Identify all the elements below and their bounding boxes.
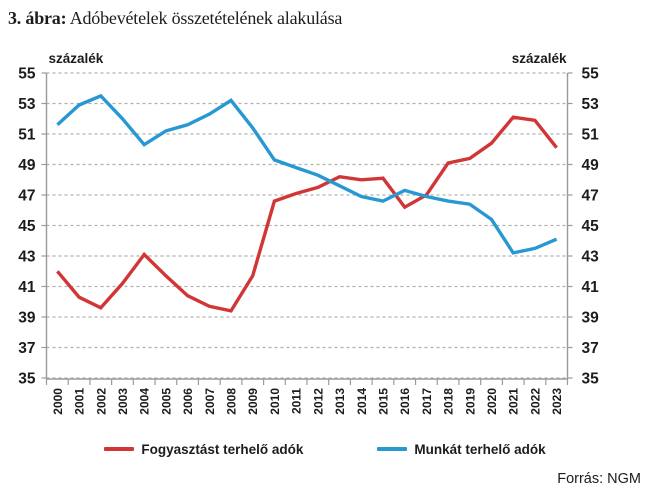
series-line-consumption-taxes <box>56 115 558 313</box>
legend-label-labor-taxes: Munkát terhelő adók <box>414 441 546 457</box>
x-axis-label-2022: 2022 <box>528 388 542 415</box>
legend-label-consumption-taxes: Fogyasztást terhelő adók <box>141 441 304 457</box>
x-axis-label-2021: 2021 <box>507 388 521 415</box>
y-axis-label-right-51: 51 <box>582 127 600 144</box>
x-axis-label-2009: 2009 <box>246 388 260 415</box>
x-axis-label-2005: 2005 <box>159 388 173 415</box>
line-chart: százalék százalék 55 55 53 53 51 51 49 49 47 47 45 45… <box>18 51 600 415</box>
figure-title-text: Adóbevételek összetételének alakulása <box>66 8 343 28</box>
y-axis-label-left-37: 37 <box>18 340 35 357</box>
legend-item-labor-taxes: Munkát terhelő adók <box>377 441 546 457</box>
x-axis-label-2011: 2011 <box>290 388 304 414</box>
x-axis-label-2020: 2020 <box>485 388 499 415</box>
x-axis-label-2015: 2015 <box>376 388 390 415</box>
red-line-swatch-icon <box>104 447 135 451</box>
y-axis-label-left-41: 41 <box>18 279 36 296</box>
figure-number: 3. ábra: <box>8 8 67 28</box>
x-axis-label-2002: 2002 <box>94 388 108 415</box>
x-axis-label-2010: 2010 <box>268 388 282 415</box>
x-axis-label-2006: 2006 <box>181 388 195 415</box>
x-axis-label-2018: 2018 <box>442 388 456 415</box>
y-axis-label-left-51: 51 <box>18 127 36 144</box>
y-axis-label-right-45: 45 <box>582 218 600 235</box>
x-axis-label-2001: 2001 <box>73 388 87 415</box>
x-axis-label-2013: 2013 <box>333 388 347 415</box>
series-line-labor-taxes <box>56 93 558 255</box>
x-axis-label-2007: 2007 <box>203 388 217 415</box>
blue-line-swatch-icon <box>377 447 408 451</box>
y-axis-label-left-45: 45 <box>18 218 36 235</box>
y-axis-label-left-53: 53 <box>18 96 36 113</box>
x-axis-label-2019: 2019 <box>463 388 477 415</box>
y-axis-label-left-55: 55 <box>18 66 36 83</box>
y-axis-label-right-53: 53 <box>582 96 600 113</box>
source-note: Forrás: NGM <box>557 471 641 487</box>
x-axis-label-2008: 2008 <box>225 388 239 415</box>
y-axis-label-left-47: 47 <box>18 188 35 205</box>
x-axis-label-2023: 2023 <box>550 388 564 415</box>
figure-title: 3. ábra: Adóbevételek összetételének ala… <box>8 8 638 29</box>
y-axis-caption-left: százalék <box>49 51 104 66</box>
x-axis-label-2004: 2004 <box>138 388 152 415</box>
x-axis-label-2017: 2017 <box>420 388 434 415</box>
y-axis-label-right-47: 47 <box>582 188 599 205</box>
y-axis-caption-right: százalék <box>512 51 567 66</box>
x-axis-label-2014: 2014 <box>355 388 369 415</box>
x-axis-label-2000: 2000 <box>51 388 65 415</box>
y-axis-label-right-35: 35 <box>582 371 600 388</box>
y-axis-label-left-43: 43 <box>18 249 36 266</box>
legend-item-consumption-taxes: Fogyasztást terhelő adók <box>104 442 303 457</box>
y-axis-label-right-55: 55 <box>582 66 600 83</box>
y-axis-label-left-35: 35 <box>18 371 36 388</box>
y-axis-label-right-49: 49 <box>582 157 600 174</box>
x-axis-label-2012: 2012 <box>311 388 325 415</box>
chart-legend: Fogyasztást terhelő adók Munkát terhelő … <box>0 438 650 460</box>
y-axis-label-left-39: 39 <box>18 310 36 327</box>
x-axis-label-2003: 2003 <box>116 388 130 415</box>
x-axis-label-2016: 2016 <box>398 388 412 415</box>
y-axis-label-right-43: 43 <box>582 249 600 266</box>
y-axis-label-right-39: 39 <box>582 310 600 327</box>
y-axis-label-right-41: 41 <box>582 279 600 296</box>
y-axis-label-right-37: 37 <box>582 340 599 357</box>
y-axis-label-left-49: 49 <box>18 157 36 174</box>
